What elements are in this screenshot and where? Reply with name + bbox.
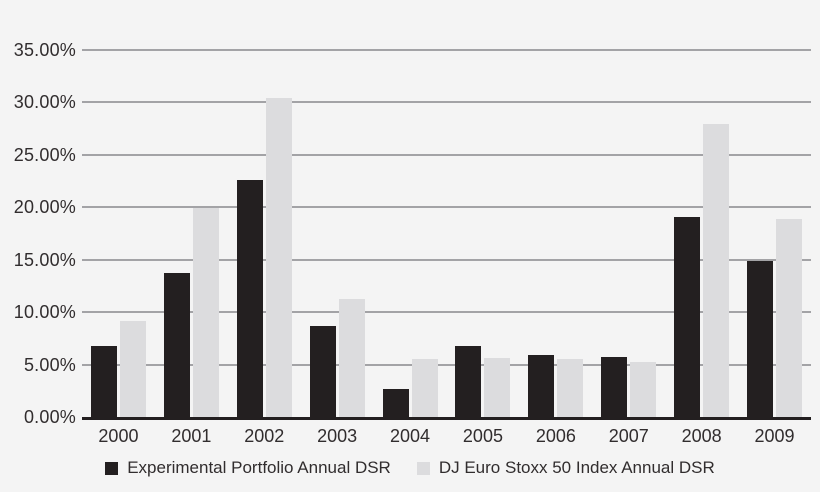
gridline-25 [82, 153, 811, 156]
legend-label-euro-stoxx-index: DJ Euro Stoxx 50 Index Annual DSR [438, 458, 715, 477]
x-axis-tick-label: 2000 [98, 426, 139, 446]
bar-2006-series-1 [557, 359, 584, 417]
gridline-5 [82, 363, 811, 366]
legend-item-euro-stoxx-index: DJ Euro Stoxx 50 Index Annual DSR [416, 456, 715, 480]
bar-2008-series-0 [674, 216, 701, 417]
bar-2006-series-0 [528, 355, 555, 417]
bar-2009-series-1 [776, 218, 803, 417]
x-axis-tick-label: 2008 [681, 426, 722, 446]
bar-2007-series-1 [630, 362, 657, 417]
x-axis-tick-label: 2003 [317, 426, 358, 446]
legend: Experimental Portfolio Annual DSR DJ Eur… [0, 456, 820, 480]
bar-2002-series-0 [236, 180, 263, 417]
legend-swatch-experimental-portfolio [105, 461, 119, 475]
y-axis-tick-label: 25.00% [13, 144, 76, 165]
bar-2004-series-1 [411, 359, 438, 417]
bar-2007-series-0 [601, 357, 628, 417]
x-axis-tick-label: 2004 [390, 426, 431, 446]
x-axis-tick-label: 2006 [535, 426, 576, 446]
x-axis-tick-label: 2005 [462, 426, 503, 446]
x-axis-tick-label: 2007 [608, 426, 649, 446]
y-axis-tick-label: 20.00% [13, 197, 76, 218]
y-axis-tick-label: 15.00% [13, 249, 76, 270]
gridline-10 [82, 311, 811, 314]
x-axis: 2000 2001 2002 2003 2004 2005 2006 2007 2008 2009 [82, 424, 811, 448]
bar-2005-series-0 [455, 345, 482, 417]
bar-2004-series-0 [382, 388, 409, 417]
y-axis: 0.00% 5.00% 10.00% 15.00% 20.00% 25.00% 30.00%… [0, 40, 76, 427]
bar-2000-series-1 [119, 320, 146, 417]
bar-2002-series-1 [265, 98, 292, 417]
legend-item-experimental-portfolio: Experimental Portfolio Annual DSR [105, 456, 391, 480]
plot-area [82, 49, 811, 420]
bar-2008-series-1 [703, 124, 730, 417]
y-axis-tick-label: 5.00% [23, 354, 76, 375]
gridline-15 [82, 258, 811, 261]
bar-2009-series-0 [747, 260, 774, 417]
legend-swatch-euro-stoxx-index [416, 461, 430, 475]
bar-2005-series-1 [484, 358, 511, 417]
y-axis-tick-label: 0.00% [23, 407, 76, 427]
y-axis-tick-label: 10.00% [13, 302, 76, 323]
legend-label-experimental-portfolio: Experimental Portfolio Annual DSR [127, 458, 391, 477]
x-axis-tick-label: 2001 [171, 426, 212, 446]
bar-2001-series-1 [192, 208, 219, 417]
gridline-35 [82, 49, 811, 51]
bar-2000-series-0 [90, 345, 117, 417]
x-axis-tick-label: 2002 [244, 426, 285, 446]
gridline-30 [82, 101, 811, 104]
y-axis-tick-label: 35.00% [13, 40, 76, 60]
gridline-20 [82, 206, 811, 209]
x-axis-tick-label: 2009 [754, 426, 795, 446]
bar-2003-series-1 [338, 298, 365, 417]
bar-2001-series-0 [163, 273, 190, 417]
bar-2003-series-0 [309, 325, 336, 417]
y-axis-tick-label: 30.00% [13, 92, 76, 113]
